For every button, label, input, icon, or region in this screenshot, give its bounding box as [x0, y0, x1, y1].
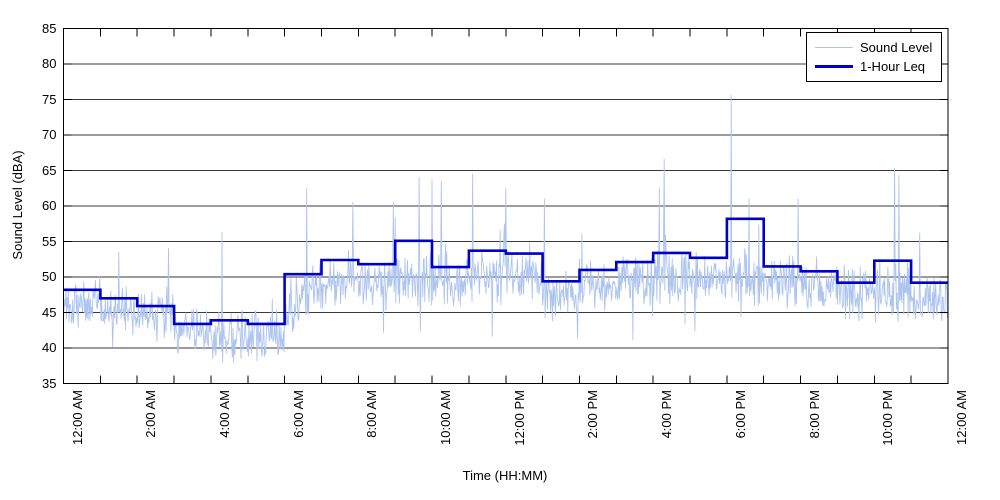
- y-tick-label-45: 45: [42, 304, 57, 320]
- y-tick-label-70: 70: [42, 127, 57, 142]
- legend-item-sound-level: Sound Level: [815, 38, 941, 57]
- x-tick-label-9: 6:00 PM: [732, 389, 748, 438]
- x-tick-label-0: 12:00 AM: [69, 389, 85, 445]
- legend-label-sound-level: Sound Level: [860, 40, 933, 55]
- y-tick-label-75: 75: [42, 91, 57, 107]
- y-tick-label-50: 50: [42, 269, 57, 284]
- x-tick-label-8: 4:00 PM: [659, 389, 675, 438]
- x-axis-title: Time (HH:MM): [462, 468, 548, 483]
- x-tick-label-1: 2:00 AM: [143, 389, 159, 438]
- legend-item-leq: 1-Hour Leq: [815, 57, 941, 76]
- x-tick-label-7: 2:00 PM: [585, 389, 601, 438]
- y-tick-label-85: 85: [42, 20, 57, 36]
- x-tick-label-6: 12:00 PM: [511, 389, 527, 446]
- x-tick-label-3: 6:00 AM: [290, 389, 306, 438]
- x-tick-label-12: 12:00 AM: [954, 389, 969, 445]
- x-tick-label-4: 8:00 AM: [364, 389, 380, 438]
- leq-line-sample: [815, 65, 853, 68]
- y-tick-label-40: 40: [42, 340, 57, 355]
- leq-series: [63, 217, 948, 326]
- x-tick-label-10: 8:00 PM: [806, 389, 822, 438]
- sound-level-series: [63, 94, 948, 363]
- x-tick-label-2: 4:00 AM: [216, 389, 232, 438]
- y-tick-label-60: 60: [42, 198, 57, 213]
- x-tick-label-11: 10:00 PM: [880, 389, 896, 446]
- y-tick-label-35: 35: [42, 375, 57, 391]
- x-tick-label-5: 10:00 AM: [438, 389, 454, 445]
- y-tick-label-65: 65: [42, 162, 57, 178]
- legend-label-leq: 1-Hour Leq: [860, 59, 926, 74]
- legend: Sound Level 1-Hour Leq: [806, 32, 942, 82]
- y-tick-label-55: 55: [42, 233, 57, 249]
- sound-level-line-sample: [815, 47, 853, 48]
- y-tick-label-80: 80: [42, 56, 57, 71]
